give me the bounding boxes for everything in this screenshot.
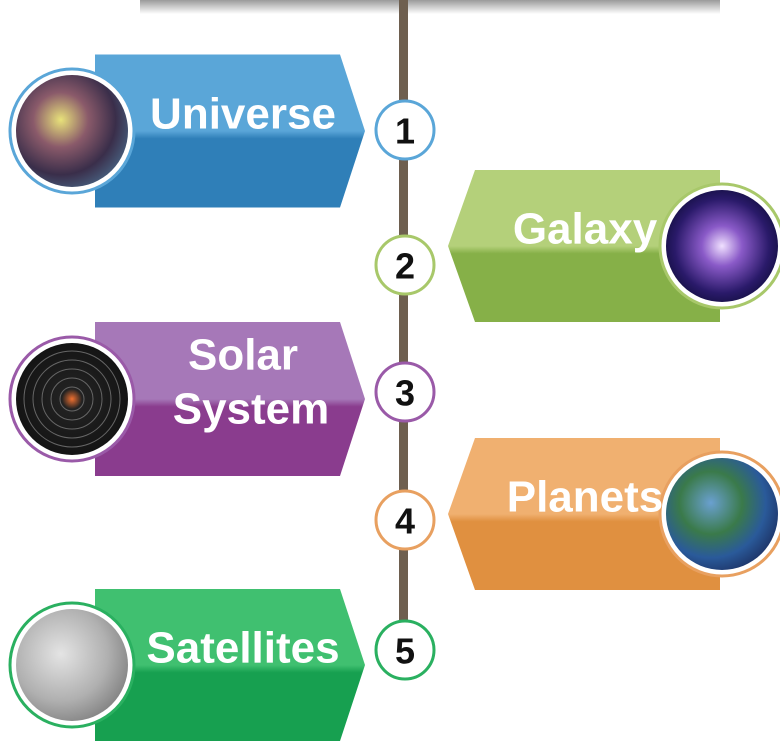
step: 4 Planets — [374, 438, 780, 590]
step: 3 Solar System — [8, 322, 436, 476]
arrow-box — [95, 54, 365, 208]
number-circle — [374, 489, 436, 551]
step: 1 Universe — [8, 54, 436, 208]
step-number: 4 — [395, 501, 415, 542]
step-label: Galaxy — [513, 205, 658, 254]
image — [16, 75, 128, 187]
number-circle — [374, 619, 436, 681]
number-circle — [374, 361, 436, 423]
arrow-box — [448, 170, 720, 322]
step-label: Universe — [150, 90, 336, 139]
step-number: 1 — [395, 111, 415, 152]
image — [16, 343, 128, 455]
step-label: Planets — [507, 473, 664, 522]
orbit — [41, 368, 103, 430]
step-number: 5 — [395, 631, 415, 672]
number-circle — [374, 99, 436, 161]
orbit — [23, 350, 121, 448]
timeline-line — [399, 0, 408, 640]
image — [666, 190, 778, 302]
arrow-box — [95, 322, 365, 476]
step-label: System — [173, 385, 330, 434]
orbit — [59, 386, 85, 412]
orbit — [50, 377, 94, 421]
number-circle — [374, 234, 436, 296]
image — [666, 458, 778, 570]
step-number: 2 — [395, 246, 415, 287]
arrow-box — [95, 589, 365, 741]
step-label: Satellites — [146, 624, 339, 673]
step: 2 Galaxy — [374, 170, 780, 322]
top-shade — [140, 0, 720, 14]
step-label: Solar — [188, 331, 298, 380]
arrow-box — [448, 438, 720, 590]
orbit — [32, 359, 112, 439]
step-number: 3 — [395, 373, 415, 414]
step: 5 Satellites — [8, 589, 436, 741]
image — [16, 609, 128, 721]
